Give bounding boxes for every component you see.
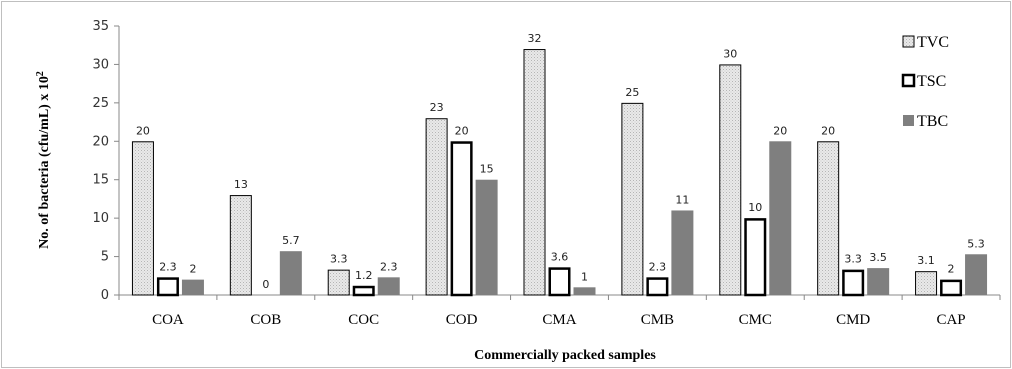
data-label-tbc: 1: [581, 270, 588, 283]
y-tick-label: 30: [92, 57, 109, 72]
bar-tbc: [377, 277, 400, 295]
x-category-label: CMB: [641, 312, 674, 328]
data-label-tsc: 2.3: [159, 260, 177, 273]
bar-tvc: [523, 49, 546, 296]
bar-tvc: [719, 64, 742, 296]
bar-tvc: [131, 141, 154, 296]
bar-tbc: [769, 141, 792, 295]
legend-label-tvc: TVC: [917, 34, 949, 51]
bar-tsc: [450, 141, 473, 297]
x-category-label: CMC: [739, 312, 772, 328]
data-label-tvc: 20: [136, 124, 150, 137]
x-category-label: CMA: [542, 312, 576, 328]
bar-tsc: [156, 277, 179, 297]
bar-tbc: [965, 254, 988, 295]
data-label-tvc: 13: [234, 178, 248, 191]
data-label-tvc: 3.3: [330, 253, 348, 266]
x-category-label: COC: [348, 312, 379, 328]
bar-tsc: [940, 279, 963, 297]
legend-swatch-tsc: [901, 73, 916, 88]
x-category-label: CAP: [936, 312, 965, 328]
bar-tbc: [867, 268, 890, 295]
x-axis-title: Commercially packed samples: [474, 348, 656, 363]
data-label-tbc: 2: [189, 263, 196, 276]
bars: [131, 49, 988, 297]
data-label-tbc: 3.5: [869, 251, 887, 264]
data-label-tsc: 2: [948, 263, 955, 276]
data-label-tbc: 11: [675, 193, 689, 206]
data-label-tbc: 20: [773, 124, 787, 137]
bar-tbc: [475, 179, 498, 295]
bar-tsc: [548, 267, 571, 297]
y-tick-label: 10: [92, 211, 109, 226]
data-label-tvc: 30: [723, 47, 737, 60]
bar-tbc: [181, 279, 204, 295]
x-category-label: COD: [446, 312, 478, 328]
y-axis: 0 5 10 15 20 25 30 35: [92, 19, 120, 303]
y-tick-label: 15: [92, 173, 109, 188]
data-label-tvc: 32: [528, 32, 542, 45]
y-axis-title: No. of bacteria (cfu/mL) x 102: [35, 71, 53, 249]
data-label-tbc: 2.3: [380, 260, 398, 273]
data-label-tsc: 3.3: [844, 253, 862, 266]
bar-tvc: [817, 141, 840, 296]
x-category-label: COA: [152, 312, 184, 328]
y-tick-label: 35: [92, 19, 109, 34]
data-label-tsc: 10: [748, 201, 762, 214]
y-tick-label: 5: [101, 250, 109, 265]
data-label-tvc: 20: [821, 124, 835, 137]
bar-tsc: [842, 269, 865, 297]
bar-tvc: [327, 269, 350, 296]
data-label-tvc: 25: [625, 86, 639, 99]
y-axis-title-text: No. of bacteria (cfu/mL) x 10: [37, 76, 52, 249]
legend-swatch-tvc: [902, 35, 915, 48]
data-label-tbc: 5.7: [282, 234, 300, 247]
data-label-tsc: 1.2: [355, 269, 373, 282]
x-category-label: COB: [250, 312, 281, 328]
data-label-tbc: 15: [480, 163, 494, 176]
bar-tvc: [229, 195, 252, 296]
data-label-tvc: 3.1: [917, 254, 935, 267]
legend-swatch-tbc: [903, 115, 914, 126]
bar-tsc: [646, 277, 669, 297]
data-label-tbc: 5.3: [967, 237, 985, 250]
y-tick-label: 0: [101, 288, 109, 303]
data-labels: 20 13 3.3 23 32 25 30 20 3.1 2.3 0 1.2 20 3.6 2.3 10 3.3…: [136, 32, 985, 291]
data-label-tsc: 0: [262, 278, 269, 291]
bar-tsc: [744, 218, 767, 297]
data-label-tsc: 20: [455, 124, 469, 137]
bar-tsc: [352, 285, 375, 297]
data-label-tsc: 2.3: [649, 260, 667, 273]
data-label-tsc: 3.6: [551, 250, 569, 263]
y-tick-label: 25: [92, 96, 109, 111]
legend-label-tsc: TSC: [917, 73, 946, 90]
legend: TVC TSC TBC: [901, 34, 949, 130]
x-category-label: CMD: [836, 312, 870, 328]
y-tick-label: 20: [92, 134, 109, 149]
data-label-tvc: 23: [430, 101, 444, 114]
y-axis-title-superscript: 2: [35, 71, 46, 76]
bar-tvc: [915, 271, 938, 296]
legend-label-tbc: TBC: [917, 113, 948, 130]
bar-tvc: [621, 102, 644, 296]
bar-tbc: [573, 287, 596, 295]
bar-tvc: [425, 118, 448, 296]
bar-tbc: [671, 210, 694, 295]
bar-tbc: [279, 251, 302, 295]
